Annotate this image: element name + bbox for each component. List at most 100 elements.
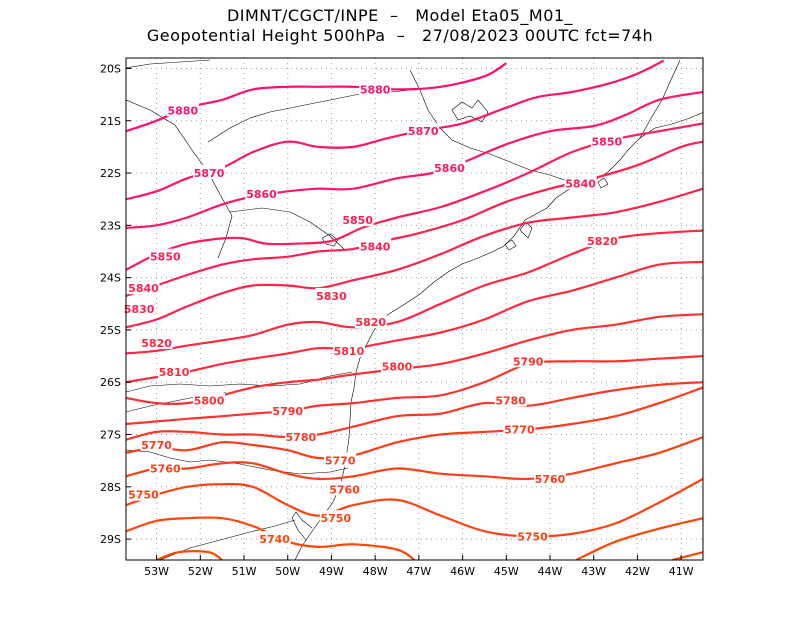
state-border-pr-sp bbox=[229, 207, 346, 251]
contour-label-5850: 5850 bbox=[592, 136, 623, 149]
lat-tick-label: 27S bbox=[100, 429, 121, 442]
contour-label-5780: 5780 bbox=[286, 431, 317, 444]
reservoir-furnas bbox=[451, 99, 489, 123]
contour-label-5840: 5840 bbox=[128, 282, 159, 295]
contour-5810 bbox=[126, 260, 703, 384]
contour-label-bg bbox=[564, 175, 597, 190]
contour-label-5740: 5740 bbox=[259, 533, 290, 546]
contour-label-5750: 5750 bbox=[517, 530, 548, 543]
contour-label-5870: 5870 bbox=[408, 125, 439, 138]
contour-label-bg bbox=[503, 421, 536, 436]
contour-label-bg bbox=[127, 486, 160, 501]
contour-label-5780: 5780 bbox=[495, 395, 526, 408]
contour-label-bg bbox=[328, 481, 361, 496]
contour-label-bg bbox=[332, 342, 365, 357]
contour-5730 bbox=[672, 551, 703, 560]
contour-label-bg bbox=[158, 363, 191, 378]
contour-label-bg bbox=[516, 528, 549, 543]
lon-tick-label: 53W bbox=[144, 565, 169, 578]
lat-tick-label: 22S bbox=[100, 167, 121, 180]
island-ilha-grande bbox=[504, 239, 517, 251]
contour-label-bg bbox=[341, 212, 374, 227]
contour-5820 bbox=[126, 229, 703, 355]
lat-tick-label: 25S bbox=[100, 324, 121, 337]
contour-label-bg bbox=[193, 165, 226, 180]
contour-labels: 5880 5880 5870 5870 5860 5860 5850 5850 5850 5840… bbox=[123, 81, 623, 546]
lat-tick-label: 23S bbox=[100, 219, 121, 232]
contour-5790 bbox=[126, 355, 703, 426]
contour-5730 bbox=[156, 550, 223, 560]
lon-tick-label: 52W bbox=[188, 565, 213, 578]
contour-label-bg bbox=[381, 358, 414, 373]
lagoon-patos bbox=[291, 511, 313, 541]
lon-tick-label: 51W bbox=[232, 565, 257, 578]
contour-label-bg bbox=[586, 233, 619, 248]
lon-tick-label: 41W bbox=[669, 565, 694, 578]
contour-label-5840: 5840 bbox=[360, 240, 391, 253]
contour-label-5760: 5760 bbox=[150, 462, 181, 475]
contour-label-bg bbox=[354, 314, 387, 329]
border-uruguay bbox=[159, 519, 296, 560]
contour-label-5760: 5760 bbox=[329, 483, 360, 496]
contour-label-5830: 5830 bbox=[124, 303, 155, 316]
state-border-mg-rj bbox=[409, 69, 571, 183]
contour-label-5810: 5810 bbox=[159, 366, 190, 379]
contour-label-bg bbox=[359, 238, 392, 253]
contour-label-bg bbox=[534, 470, 567, 485]
contour-label-5810: 5810 bbox=[334, 345, 365, 358]
contour-label-5790: 5790 bbox=[272, 405, 303, 418]
contour-label-bg bbox=[149, 460, 182, 475]
longitude-axis-labels: 53W 52W 51W 50W 49W 48W 47W 46W 45W 44W 43W 42W 41W bbox=[144, 565, 694, 578]
contour-5840 bbox=[126, 140, 703, 297]
contour-label-bg bbox=[324, 452, 357, 467]
lon-tick-label: 49W bbox=[319, 565, 344, 578]
lat-tick-label: 26S bbox=[100, 376, 121, 389]
contour-label-5770: 5770 bbox=[325, 455, 356, 468]
lon-tick-label: 45W bbox=[494, 565, 519, 578]
contour-label-bg bbox=[166, 102, 199, 117]
contour-label-bg bbox=[140, 436, 173, 451]
contour-label-bg bbox=[319, 510, 352, 525]
contour-label-bg bbox=[512, 353, 545, 368]
contour-label-bg bbox=[123, 301, 156, 315]
state-border-sp-mg bbox=[207, 89, 411, 143]
lat-tick-label: 20S bbox=[100, 62, 121, 75]
contour-label-5770: 5770 bbox=[504, 423, 535, 436]
contour-label-bg bbox=[245, 185, 278, 200]
contour-5760 bbox=[126, 436, 703, 481]
contour-label-5820: 5820 bbox=[141, 337, 172, 350]
contour-label-bg bbox=[433, 159, 466, 174]
contour-5750 bbox=[126, 477, 703, 538]
contour-label-bg bbox=[149, 248, 182, 263]
lat-tick-label: 29S bbox=[100, 533, 121, 546]
lat-tick-label: 21S bbox=[100, 115, 121, 128]
contour-label-5850: 5850 bbox=[150, 251, 181, 264]
contour-label-5870: 5870 bbox=[194, 167, 225, 180]
border-mg-go bbox=[126, 59, 211, 69]
contour-label-bg bbox=[315, 287, 348, 302]
contour-label-5770: 5770 bbox=[141, 439, 172, 452]
contour-5770 bbox=[126, 386, 703, 460]
contour-label-bg bbox=[284, 429, 317, 444]
contour-label-bg bbox=[407, 123, 440, 138]
lon-tick-label: 44W bbox=[538, 565, 563, 578]
contour-label-5860: 5860 bbox=[246, 188, 277, 201]
contour-label-bg bbox=[127, 280, 160, 295]
contour-label-5750: 5750 bbox=[128, 489, 159, 502]
plot-frame bbox=[125, 57, 704, 561]
grid-lines bbox=[126, 58, 703, 560]
contour-label-bg bbox=[193, 392, 226, 407]
contour-label-5760: 5760 bbox=[535, 473, 566, 486]
contour-5860 bbox=[126, 90, 703, 229]
contour-label-5850: 5850 bbox=[342, 214, 373, 227]
contour-label-bg bbox=[590, 133, 623, 148]
map-title-line-2: Geopotential Height 500hPa – 27/08/2023 … bbox=[146, 26, 654, 45]
lon-tick-label: 50W bbox=[275, 565, 300, 578]
contour-label-5790: 5790 bbox=[513, 355, 544, 368]
latitude-axis-labels: 20S 21S 22S 23S 24S 25S 26S 27S 28S 29S bbox=[100, 62, 121, 546]
contour-5850 bbox=[126, 122, 703, 271]
lat-tick-label: 28S bbox=[100, 481, 121, 494]
lon-tick-label: 42W bbox=[625, 565, 650, 578]
contour-label-5880: 5880 bbox=[168, 104, 199, 117]
contour-label-bg bbox=[494, 392, 527, 407]
